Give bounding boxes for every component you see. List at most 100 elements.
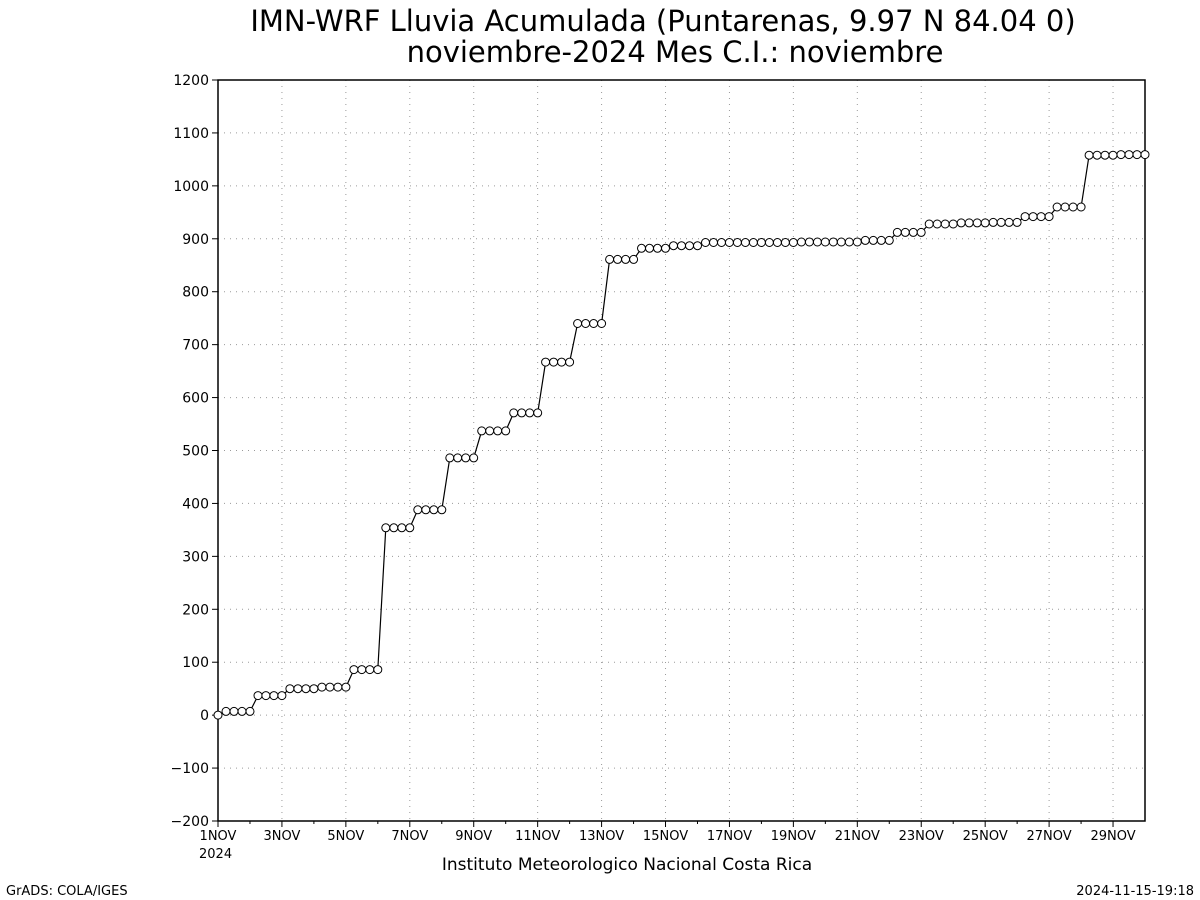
y-tick-label: 800 — [182, 285, 209, 301]
data-point — [509, 408, 519, 418]
y-tick-label: −200 — [171, 814, 209, 830]
data-point — [732, 238, 742, 247]
data-point — [421, 505, 431, 515]
y-axis-ticks: −200 −100 0 100 200 300 400 500 600 700 800 900 1000… — [171, 73, 218, 830]
data-point — [677, 241, 686, 251]
data-point — [1012, 217, 1022, 227]
data-point — [796, 237, 806, 247]
data-point — [597, 319, 607, 328]
data-point — [772, 238, 782, 247]
y-tick-label: 100 — [182, 655, 209, 671]
data-point — [996, 217, 1006, 227]
y-tick-label: 900 — [182, 232, 209, 248]
data-point — [325, 682, 335, 692]
x-tick-label: 23NOV — [899, 829, 944, 844]
data-point — [645, 243, 654, 253]
data-point — [1020, 212, 1030, 222]
y-tick-label: 1000 — [173, 179, 209, 195]
data-point — [1100, 150, 1110, 160]
x-tick-sublabel-year: 2024 — [199, 847, 232, 862]
data-point — [876, 235, 886, 245]
x-tick-label: 27NOV — [1027, 829, 1072, 844]
data-point — [980, 218, 990, 228]
data-point — [453, 453, 463, 463]
y-tick-label: −100 — [171, 761, 209, 777]
data-point — [653, 243, 662, 253]
y-tick-label: 300 — [182, 549, 209, 565]
x-tick-label: 25NOV — [963, 829, 1008, 844]
data-point — [1060, 202, 1070, 212]
data-point — [1004, 217, 1014, 227]
data-point — [924, 219, 934, 229]
data-point — [485, 426, 495, 436]
data-point — [669, 241, 678, 251]
data-point — [717, 238, 726, 247]
data-point — [573, 319, 583, 328]
data-point — [581, 319, 591, 328]
data-point — [285, 684, 295, 694]
data-point — [1124, 150, 1134, 160]
data-point — [493, 426, 503, 436]
y-tick-label: 1100 — [173, 126, 209, 142]
data-point — [229, 706, 239, 716]
plot-frame — [217, 79, 1146, 822]
data-point — [868, 235, 878, 245]
data-point — [1084, 150, 1094, 160]
y-tick-label: 500 — [182, 444, 209, 460]
chart-title-line2: noviembre-2024 Mes C.I.: noviembre — [407, 35, 944, 69]
data-point — [333, 682, 343, 692]
data-point — [709, 238, 718, 247]
data-point — [685, 241, 694, 251]
data-point — [1068, 202, 1078, 212]
data-point — [836, 237, 846, 247]
x-tick-label: 9NOV — [455, 829, 492, 844]
data-point — [301, 684, 311, 694]
data-point — [589, 319, 599, 328]
data-point — [812, 237, 822, 247]
y-tick-label: 600 — [182, 391, 209, 407]
data-point — [828, 237, 838, 247]
data-point — [1076, 202, 1086, 212]
data-point — [517, 408, 527, 418]
data-point — [357, 665, 367, 675]
y-tick-label: 700 — [182, 338, 209, 354]
data-point — [748, 238, 758, 247]
data-point — [804, 237, 814, 247]
data-point — [557, 357, 567, 367]
data-point — [437, 505, 447, 515]
data-point — [381, 523, 391, 533]
data-point — [908, 227, 918, 237]
data-point — [701, 238, 710, 247]
data-point — [820, 237, 830, 247]
data-point — [605, 254, 615, 264]
data-point — [892, 227, 902, 237]
data-point — [764, 238, 774, 247]
x-tick-label: 3NOV — [263, 829, 300, 844]
data-point — [277, 691, 287, 701]
data-point — [629, 254, 639, 264]
x-tick-label: 15NOV — [643, 829, 688, 844]
data-point — [661, 243, 670, 253]
x-tick-label: 7NOV — [391, 829, 428, 844]
data-point — [884, 235, 894, 245]
y-tick-label: 0 — [200, 708, 209, 724]
data-point — [405, 523, 415, 533]
data-point — [940, 219, 950, 229]
data-point — [932, 219, 942, 229]
data-point — [261, 691, 271, 701]
y-tick-label: 200 — [182, 602, 209, 618]
data-point — [533, 408, 543, 418]
data-point — [900, 227, 910, 237]
data-point — [293, 684, 303, 694]
footer-software: GrADS: COLA/IGES — [6, 884, 128, 899]
data-point — [1108, 150, 1118, 160]
y-tick-label: 1200 — [173, 73, 209, 89]
data-point — [429, 505, 439, 515]
data-point — [780, 238, 790, 247]
data-point — [1116, 150, 1126, 160]
x-axis-ticks: 1NOV 2024 3NOV 5NOV 7NOV 9NOV 11NOV 13NOV 15NOV 1… — [199, 821, 1136, 862]
data-point — [549, 357, 559, 367]
data-point — [397, 523, 407, 533]
chart-title-line1: IMN-WRF Lluvia Acumulada (Puntarenas, 9.… — [250, 4, 1075, 38]
